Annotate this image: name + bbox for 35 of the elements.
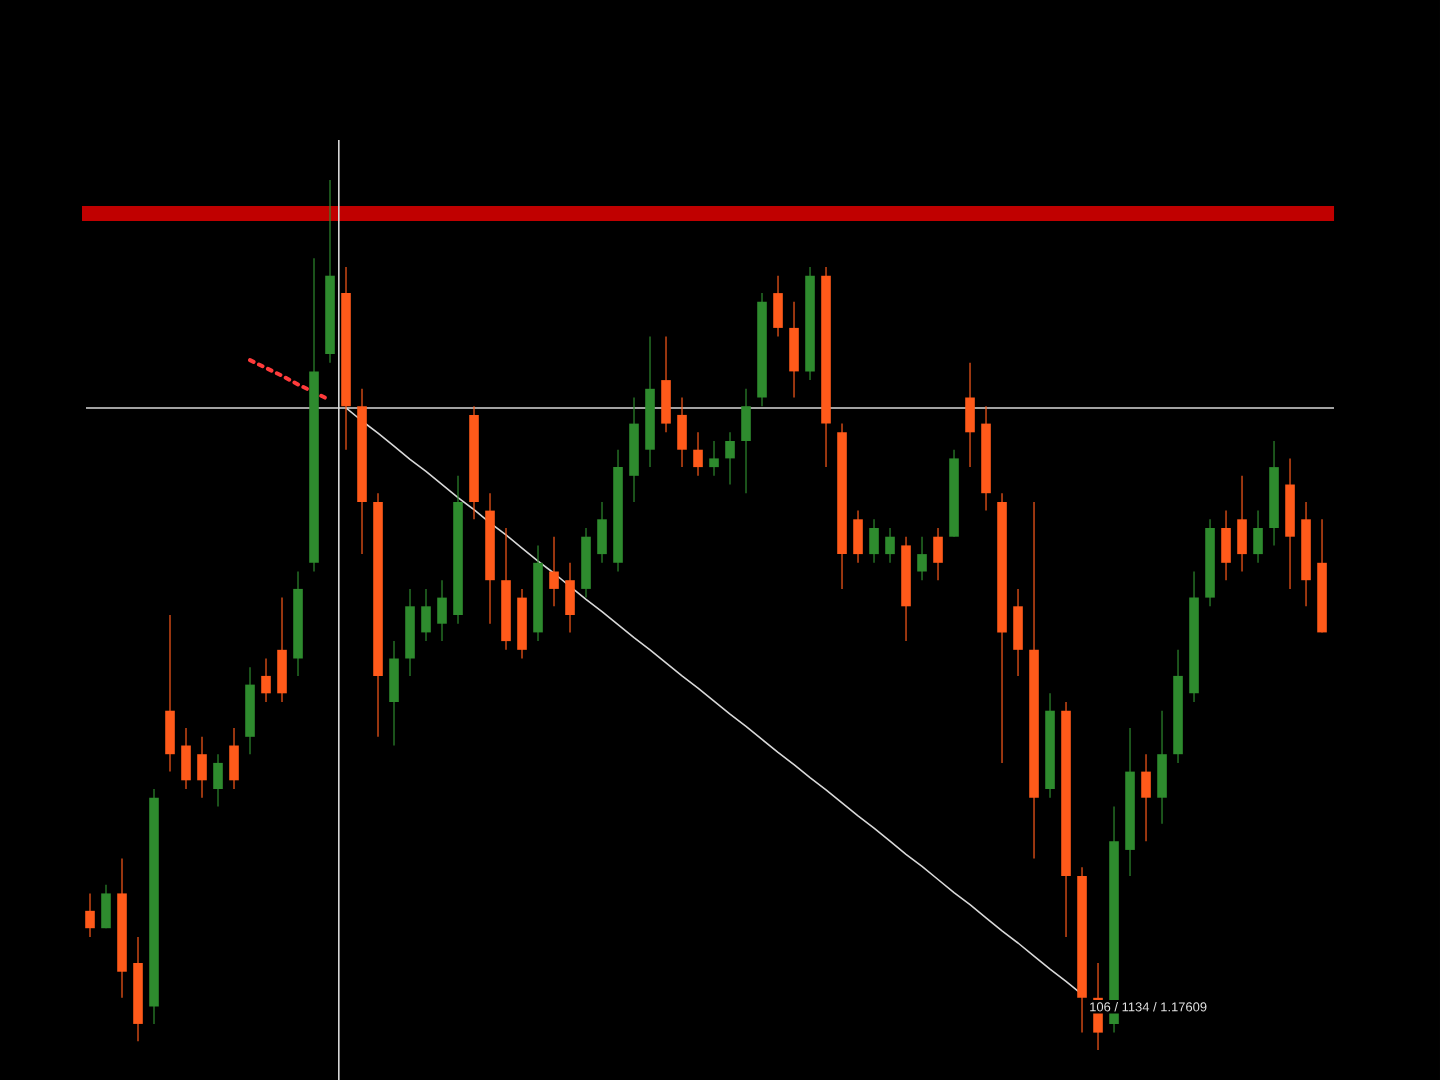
candlestick — [181, 727, 191, 790]
candlestick — [165, 614, 175, 772]
candlestick — [389, 640, 399, 746]
candlestick — [965, 361, 975, 468]
candlestick — [725, 431, 735, 485]
candlestick — [1141, 753, 1151, 842]
candlestick — [1253, 509, 1263, 563]
candlestick — [197, 735, 207, 798]
candlestick — [917, 535, 927, 581]
candlestick — [565, 561, 575, 633]
candlestick — [693, 431, 703, 476]
candlestick — [1157, 709, 1167, 825]
candlestick — [741, 387, 751, 494]
candlestick — [1237, 474, 1247, 572]
candlestick — [853, 509, 863, 563]
candlestick — [933, 527, 943, 581]
candlestick — [661, 335, 671, 433]
candlestick — [773, 274, 783, 337]
candlestick — [213, 753, 223, 807]
candlestick — [277, 596, 287, 703]
candlestick — [437, 579, 447, 642]
candlestick — [1221, 509, 1231, 581]
candlestick — [789, 300, 799, 398]
candlestick — [597, 500, 607, 563]
candlestick — [549, 535, 559, 607]
candlestick — [85, 892, 95, 938]
candlestick — [421, 587, 431, 642]
candlestick — [709, 440, 719, 476]
candlestick — [229, 727, 239, 790]
candlestick — [261, 657, 271, 703]
candlestick — [101, 883, 111, 929]
candlestick — [885, 527, 895, 563]
candlestick — [1013, 587, 1023, 677]
candlestick — [677, 396, 687, 468]
candlestick — [869, 518, 879, 563]
